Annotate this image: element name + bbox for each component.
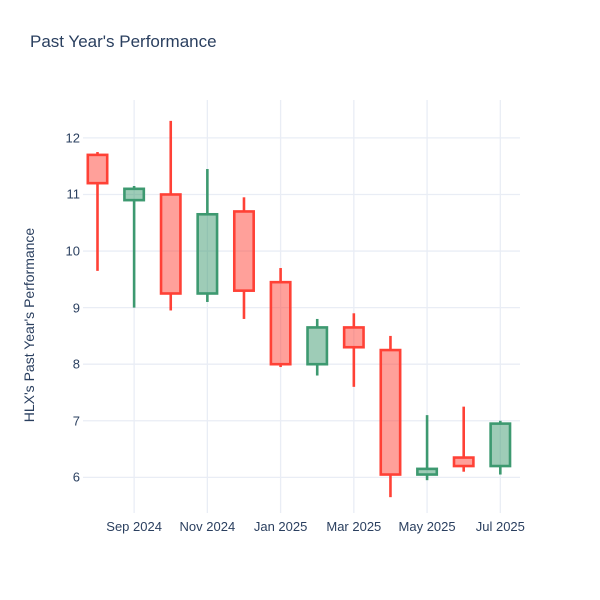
candle-body: [269, 280, 292, 366]
candle-apr-2025[interactable]: [379, 335, 402, 498]
y-tick-label: 12: [65, 130, 80, 146]
candle-oct-2024[interactable]: [159, 120, 182, 311]
candle-body: [232, 210, 255, 292]
candle-body: [416, 467, 439, 476]
x-tick-label: Nov 2024: [179, 519, 236, 534]
x-tick-label: Jul 2025: [475, 519, 525, 534]
y-tick-label: 9: [72, 300, 80, 316]
candle-body: [306, 326, 329, 366]
y-tick-label: 8: [72, 356, 80, 372]
candle-body: [489, 422, 512, 468]
y-tick-label: 11: [66, 186, 81, 202]
candle-dec-2024[interactable]: [232, 197, 255, 319]
candle-jan-2025[interactable]: [269, 268, 292, 368]
candle-body: [452, 456, 475, 468]
y-tick-label: 10: [65, 243, 80, 259]
candle-body: [379, 348, 402, 476]
candle-body: [123, 187, 146, 202]
y-tick-label: 6: [72, 469, 80, 485]
candle-sep-2024[interactable]: [123, 185, 146, 308]
y-tick-label: 7: [72, 413, 80, 429]
chart-title: Past Year's Performance: [30, 32, 217, 51]
x-tick-label: May 2025: [398, 519, 456, 534]
x-tick-label: Sep 2024: [106, 519, 162, 534]
candle-feb-2025[interactable]: [306, 318, 329, 376]
candle-nov-2024[interactable]: [196, 169, 219, 302]
candle-body: [86, 153, 109, 185]
candle-body: [342, 326, 365, 349]
candle-jun-2025[interactable]: [452, 406, 475, 472]
x-tick-label: Mar 2025: [326, 519, 382, 534]
candle-body: [196, 212, 219, 295]
candle-may-2025[interactable]: [416, 415, 439, 481]
candle-jul-2025[interactable]: [489, 420, 512, 475]
candle-body: [159, 193, 182, 295]
candle-mar-2025[interactable]: [342, 313, 365, 387]
candle-aug-2024[interactable]: [86, 152, 109, 271]
x-tick-label: Jan 2025: [253, 519, 308, 534]
